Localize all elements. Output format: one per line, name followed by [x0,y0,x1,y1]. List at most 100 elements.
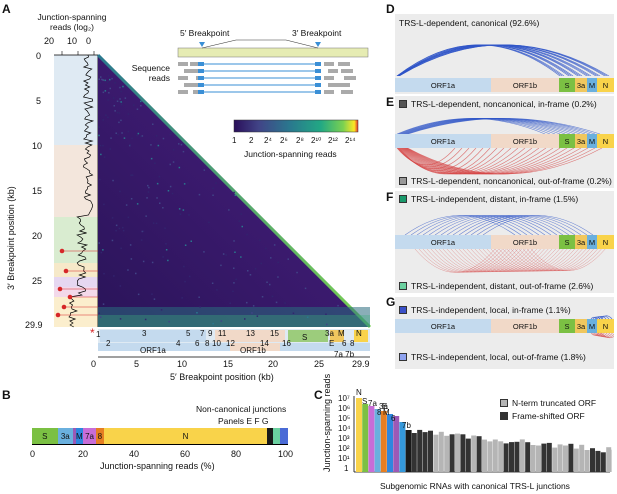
c-bar-6 [399,422,406,472]
band-orf1a [54,55,98,145]
y-tick-29-9: 29.9 [25,320,43,330]
gene-3: 3 [142,329,147,338]
panel-letter-c: C [314,388,323,402]
e-genome: ORF1a ORF1b S 3a M N [395,134,614,148]
e-m: M [587,134,597,148]
f-orf1a: ORF1a [395,235,491,249]
c-label-3a: 3a [379,402,388,411]
schematic-svg [177,39,369,94]
y-tick-25: 25 [32,276,43,286]
bar-segment-f-8 [272,428,281,444]
x-tick-15: 15 [223,359,234,369]
c-bar-other [449,434,455,472]
g-m: M [587,319,597,333]
c-bar-other [422,432,428,472]
cb-tick-2-10: 2¹⁰ [311,136,322,145]
bar-segment-s-0: S [32,428,58,444]
red-dot [55,312,61,318]
f-legend-top: TRS-L-independent, distant, in-frame (1.… [399,194,578,204]
band-7a [54,287,98,297]
gene-16: 16 [282,339,291,348]
d-3a: 3a [575,78,587,92]
panel-g: TRS-L-independent, local, in-frame (1.1%… [395,297,614,369]
g-orf1b: ORF1b [491,319,559,333]
cb-tick-2-14: 2¹⁴ [345,136,356,145]
c-bar-other [428,430,433,472]
gene-13: 13 [246,329,255,338]
x-tick-10: 10 [177,359,188,369]
c-bar-other [584,450,590,472]
band-n [54,297,98,327]
e-s: S [559,134,575,148]
c-y-tick-1e2: 10² [338,444,350,453]
c-bar-other [503,443,509,472]
g-genome: ORF1a ORF1b S 3a M N [395,319,614,333]
top-tick-20: 20 [44,36,55,46]
c-y-tick-1e7: 10⁷ [338,394,350,403]
c-bar-n [356,398,362,472]
gene-8: 8 [205,339,210,348]
c-y-tick-1e5: 10⁵ [338,414,351,423]
cb-tick-1: 1 [232,136,237,145]
b-tick-80: 80 [231,449,242,459]
c-bar-8 [380,411,387,472]
gene-2: 2 [106,339,111,348]
g-legend-top: TRS-L-independent, local, in-frame (1.1%… [399,305,571,315]
c-bar-other [433,434,439,472]
schematic-reads [178,62,356,94]
panel-letter-d: D [386,2,395,16]
c-bar-other [444,435,450,472]
f-n: N [597,235,614,249]
c-bar-other [471,435,477,472]
c-bar-other [563,445,568,472]
red-dot [61,304,67,310]
gene-e: E [329,339,335,348]
c-bar-7b [405,430,412,472]
e-orf1b: ORF1b [491,134,559,148]
c-bar-3a [374,409,381,472]
c-bar-other [546,442,552,472]
bar-segment-7a-4: 7a [83,428,96,444]
y-tick-15: 15 [32,186,43,196]
schematic-5prime-marker [199,42,205,47]
red-dot [57,286,63,292]
bar-segment-3a-1: 3a [57,428,73,444]
c-legend-truncated: N-term truncated ORF [500,398,596,408]
d-m: M [587,78,597,92]
c-label-7a: 7a [368,399,377,408]
orf-7a7b-label: 7a 7b [334,350,355,359]
c-bar-other [525,442,531,472]
b-x-axis-title: Junction-spanning reads (%) [100,461,215,471]
top-tick-10: 10 [67,36,78,46]
b-tick-0: 0 [30,449,36,459]
panel-a-svg: * [54,51,372,358]
asterisk: * [90,326,95,340]
c-bar-other [411,433,417,472]
c-chart-svg [353,396,612,473]
b-x-axis [32,444,288,448]
x-tick-29-9: 29.9 [352,359,370,369]
panel-e: TRS-L-dependent, noncanonical, in-frame … [395,96,614,188]
bar-segment-g-9 [280,428,288,444]
c-bar-m [387,414,393,472]
heatmap-speckle [98,75,339,326]
gene-14: 14 [260,339,269,348]
panel-letter-a: A [2,2,11,16]
orf1a-label: ORF1a [140,346,166,355]
schematic-3prime-marker [315,42,321,47]
c-bar-s [362,404,369,472]
gene-4: 4 [176,339,181,348]
d-title: TRS-L-dependent, canonical (92.6%) [399,18,540,28]
panel-letter-b: B [2,388,11,402]
c-bar-other [606,447,612,472]
c-y-tick-1: 1 [344,464,349,473]
gene-n: N [356,329,362,338]
panel-f: TRS-L-independent, distant, in-frame (1.… [395,191,614,293]
panel-letter-f: F [386,190,394,204]
b-tick-20: 20 [78,449,89,459]
c-bar-other [492,439,498,472]
e-3a: 3a [575,134,587,148]
b-tick-100: 100 [278,449,294,459]
x-tick-25: 25 [314,359,325,369]
band-orf1b [54,145,98,217]
